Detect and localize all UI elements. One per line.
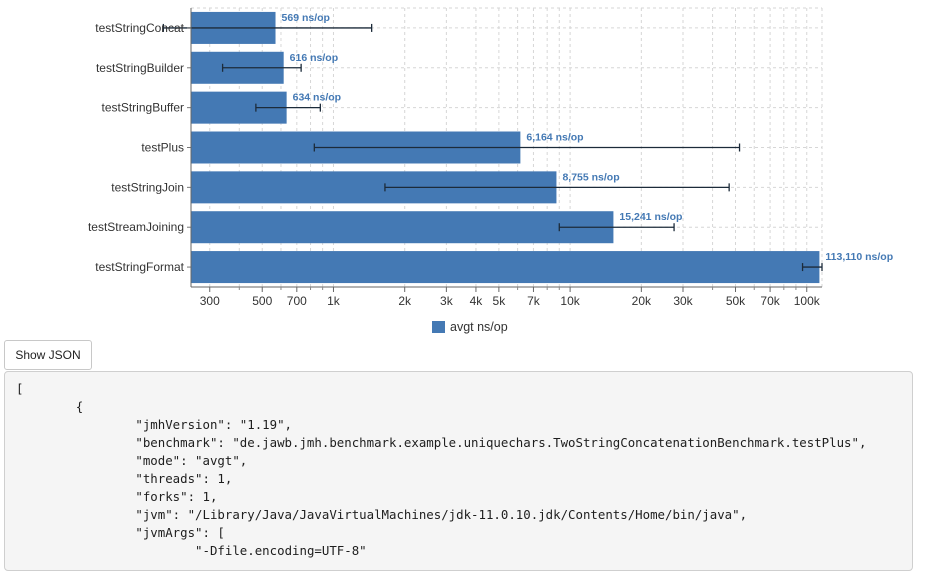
x-tick-label: 4k [470,294,484,308]
x-tick-label: 5k [493,294,507,308]
value-label: 569 ns/op [282,12,330,24]
json-panel: [ { "jmhVersion": "1.19", "benchmark": "… [4,371,913,571]
x-tick-label: 700 [287,294,307,308]
json-text: [ { "jmhVersion": "1.19", "benchmark": "… [16,381,867,558]
category-label: testStreamJoining [88,220,184,234]
x-tick-label: 10k [560,294,580,308]
bars [191,11,820,284]
x-tick-label: 50k [726,294,746,308]
x-tick-label: 2k [398,294,412,308]
category-label: testStringBuilder [96,61,184,75]
error-bars [162,23,823,272]
benchmark-bar-chart: testStringConcat testStringBuilder testStr… [88,7,894,334]
category-label: testPlus [141,141,184,155]
value-label: 8,755 ns/op [562,171,619,183]
show-json-button[interactable]: Show JSON [4,340,92,370]
legend-label: avgt ns/op [450,320,508,334]
x-tick-label: 20k [632,294,652,308]
legend-swatch [432,321,445,333]
category-label: testStringJoin [111,180,184,194]
value-label: 15,241 ns/op [619,211,682,223]
x-tick-label: 3k [440,294,454,308]
value-label: 616 ns/op [290,52,338,64]
bar-testStringFormat [191,251,820,284]
x-tick-label: 1k [327,294,341,308]
category-label: testStringConcat [95,21,184,35]
value-label: 634 ns/op [293,92,341,104]
x-tick-label: 100k [794,294,821,308]
x-tick-label: 300 [200,294,220,308]
axes: testStringConcat testStringBuilder testStr… [88,8,822,308]
value-label: 6,164 ns/op [526,132,583,144]
legend: avgt ns/op [432,320,508,334]
x-tick-label: 30k [673,294,693,308]
bar-testStreamJoining [191,211,614,244]
x-tick-label: 7k [527,294,541,308]
value-label: 113,110 ns/op [825,251,893,263]
category-label: testStringFormat [95,260,184,274]
x-tick-label: 500 [252,294,272,308]
x-tick-label: 70k [760,294,780,308]
data-labels: 569 ns/op 616 ns/op 634 ns/op 6,164 ns/op 8,… [282,12,894,263]
category-label: testStringBuffer [102,101,185,115]
